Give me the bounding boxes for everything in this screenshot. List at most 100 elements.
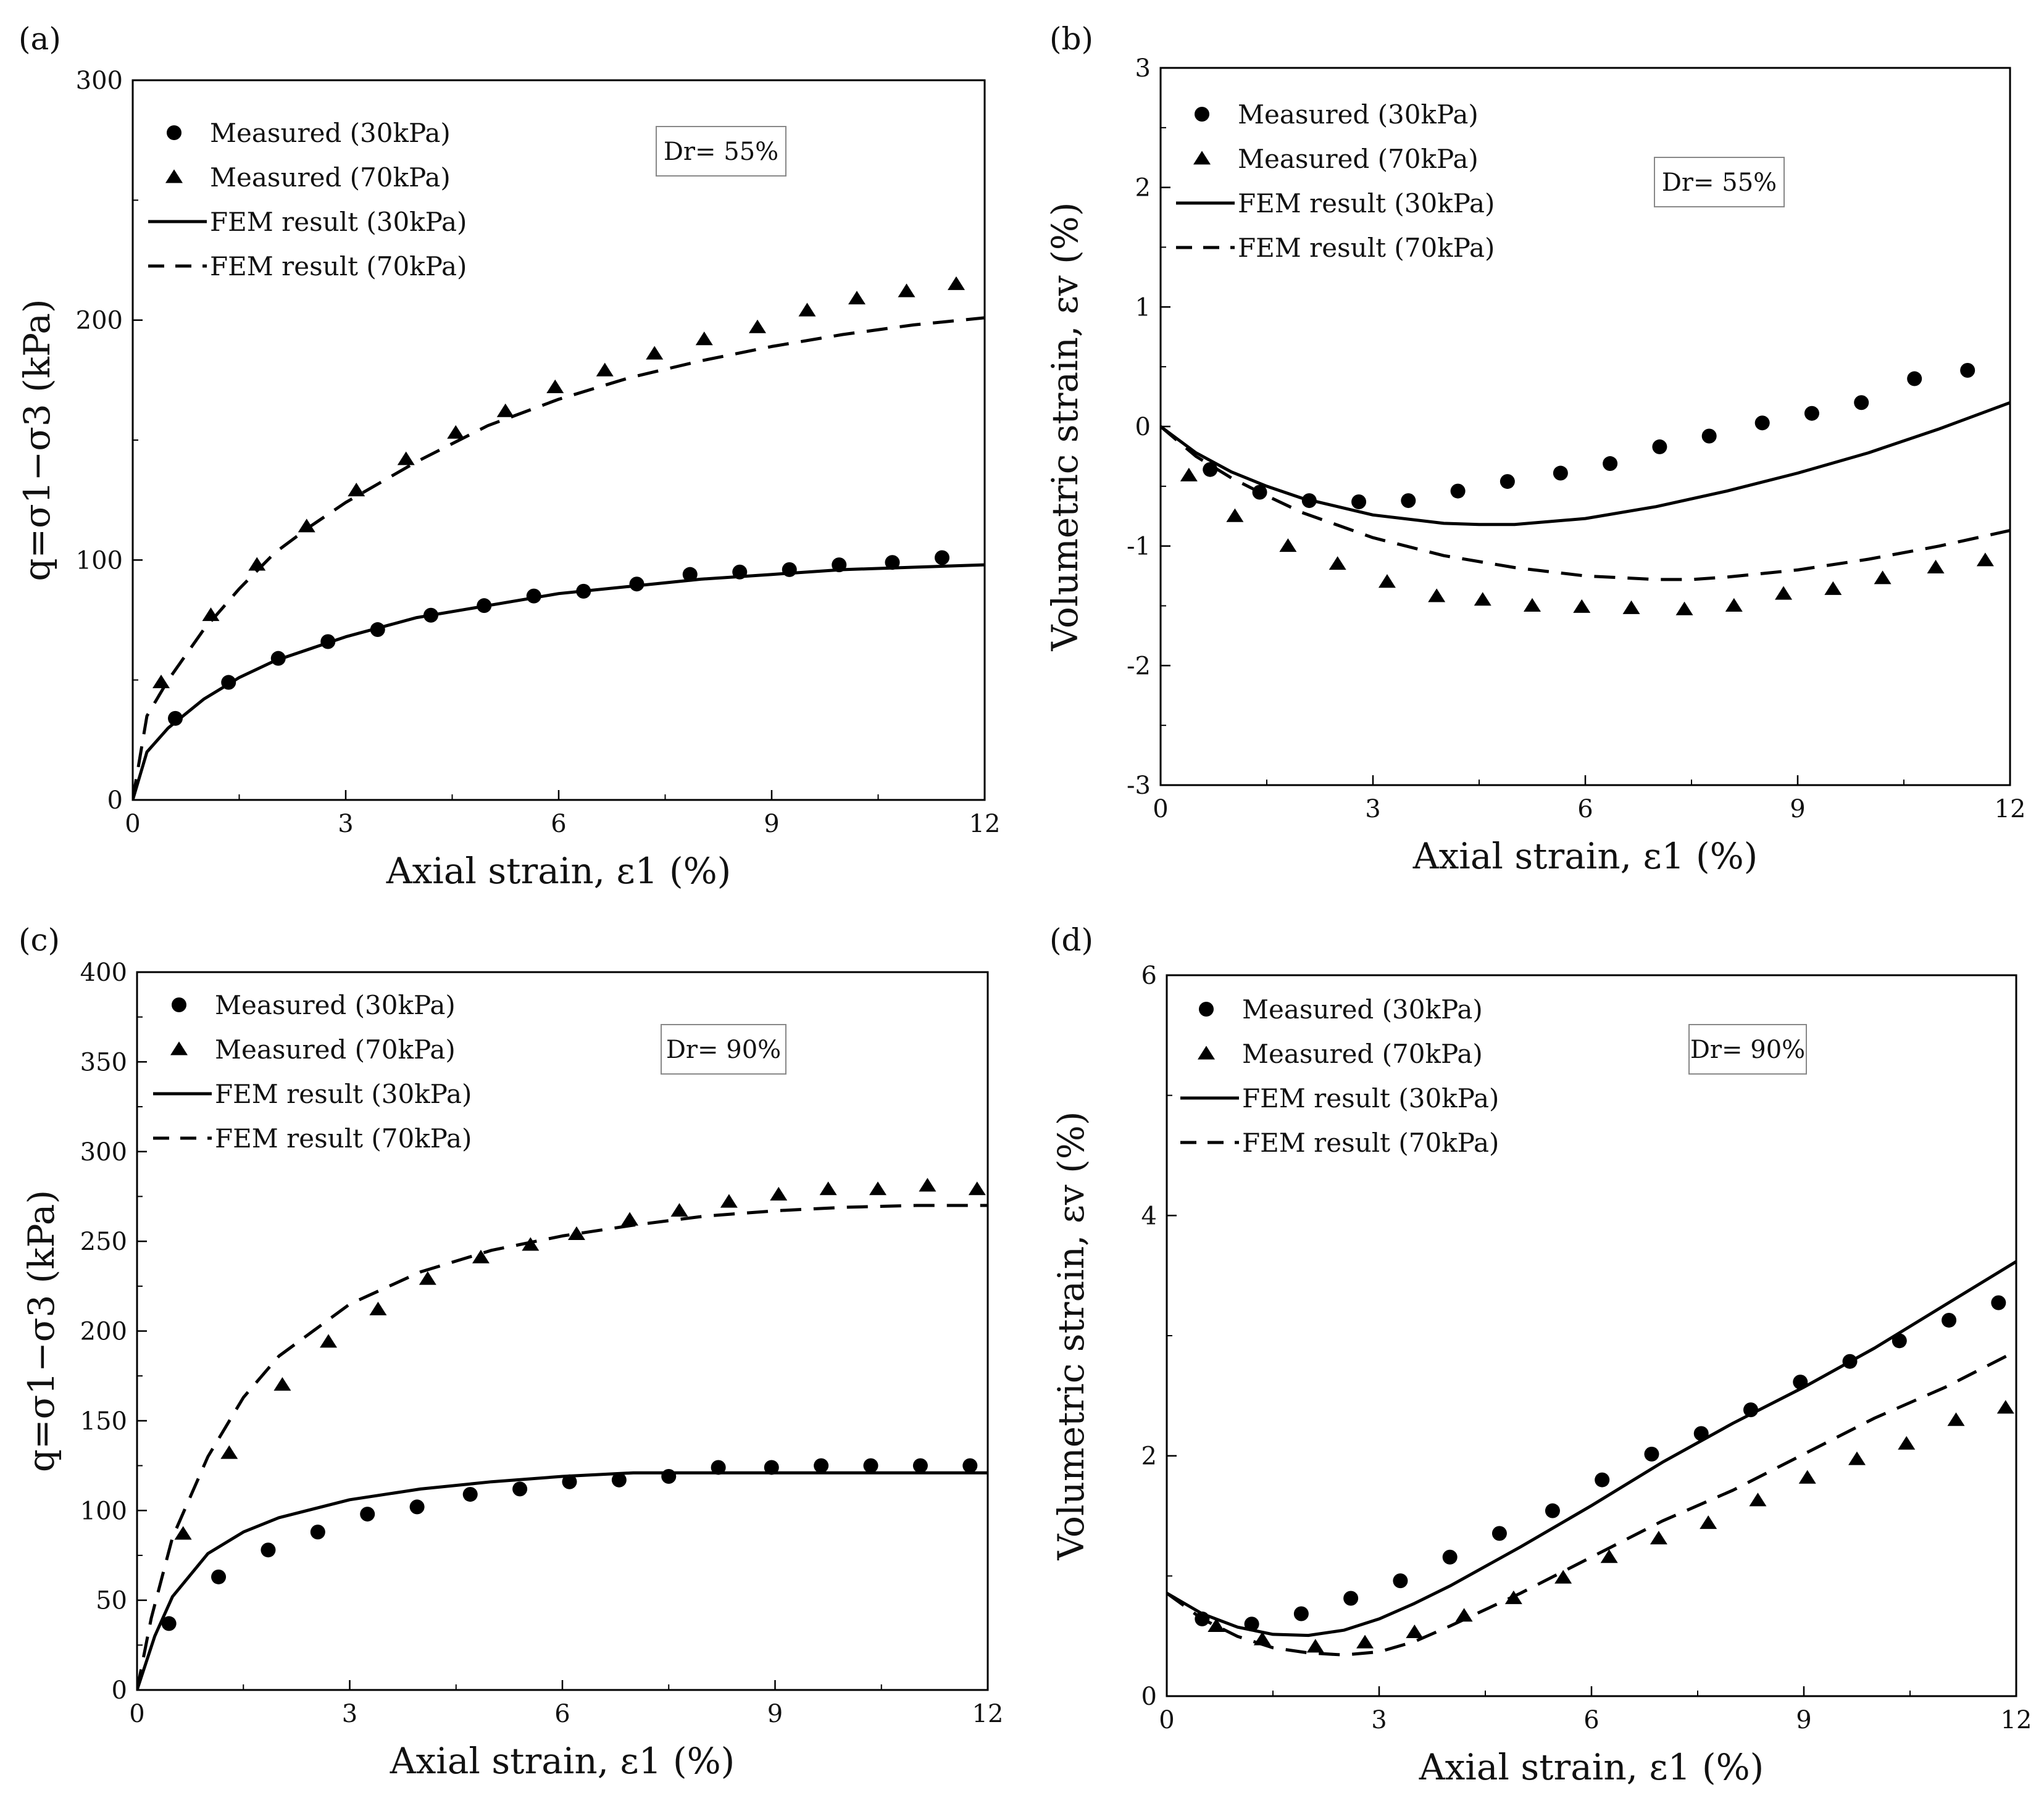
data-point-triangle — [1622, 600, 1640, 614]
data-point-triangle — [1725, 597, 1743, 612]
y-tick-label: 4 — [1141, 1202, 1157, 1230]
legend: Measured (30kPa) Measured (70kPa) FEM resu… — [148, 118, 467, 281]
legend-marker-triangle — [165, 169, 183, 183]
data-point-circle — [661, 1469, 677, 1484]
y-tick-label: 6 — [1141, 962, 1157, 990]
x-tick-label: 9 — [1790, 795, 1805, 823]
x-tick-label: 12 — [969, 810, 1001, 838]
data-point-triangle — [1898, 1436, 1916, 1450]
data-point-triangle — [720, 1194, 738, 1208]
series-markers-measured-30kpa — [1203, 362, 1975, 510]
y-tick-label: 350 — [80, 1048, 127, 1076]
data-point-triangle — [320, 1334, 338, 1348]
data-point-circle — [1754, 415, 1770, 431]
data-point-triangle — [273, 1377, 291, 1391]
data-point-triangle — [1474, 592, 1491, 606]
y-tick-label: 50 — [96, 1587, 127, 1615]
series-markers-measured-70kpa — [174, 1178, 986, 1540]
y-tick-label: 200 — [76, 307, 123, 335]
data-point-circle — [462, 1487, 478, 1502]
panel-d: (d) 0 3 6 9 12 0 2 4 6 Axial strain, ε1 (%) Volumet… — [1049, 922, 2032, 1788]
panel-label: (b) — [1049, 21, 1093, 57]
data-point-circle — [1892, 1333, 1907, 1349]
data-point-triangle — [1848, 1451, 1866, 1465]
x-tick-label: 12 — [1995, 795, 2026, 823]
x-axis-title: Axial strain, ε1 (%) — [390, 1740, 735, 1782]
data-point-triangle — [174, 1526, 192, 1540]
data-point-circle — [1804, 406, 1819, 421]
panel-label: (c) — [19, 922, 60, 958]
data-point-circle — [1652, 439, 1667, 454]
data-point-triangle — [1600, 1549, 1618, 1563]
data-point-triangle — [798, 302, 816, 317]
data-point-circle — [1907, 371, 1922, 386]
x-tick-label: 9 — [764, 810, 779, 838]
data-point-circle — [168, 710, 183, 726]
data-point-circle — [1343, 1591, 1359, 1606]
legend-entry-label: Measured (70kPa) — [210, 162, 451, 193]
y-tick-label: 150 — [80, 1407, 127, 1436]
y-tick-label: 100 — [80, 1497, 127, 1525]
data-point-circle — [1450, 483, 1466, 499]
dr-annotation-text: Dr= 55% — [664, 138, 778, 166]
x-tick-label: 0 — [129, 1700, 144, 1728]
data-point-circle — [1960, 362, 1975, 378]
data-point-circle — [629, 576, 644, 592]
data-point-triangle — [1378, 574, 1396, 588]
legend-entry-label: FEM result (70kPa) — [1242, 1128, 1499, 1158]
data-point-triangle — [1524, 597, 1541, 612]
panel-label: (a) — [19, 21, 61, 57]
data-point-triangle — [447, 425, 465, 439]
data-point-triangle — [1226, 508, 1244, 522]
legend-entry-label: Measured (70kPa) — [215, 1034, 456, 1065]
data-point-triangle — [1554, 1570, 1572, 1584]
legend-entry-label: FEM result (30kPa) — [215, 1079, 472, 1109]
plot-frame — [131, 79, 986, 801]
y-axis-title: q=σ1−σ3 (kPa) — [16, 299, 58, 581]
dr-annotation-box — [1688, 1024, 1807, 1075]
data-point-triangle — [546, 379, 564, 393]
y-tick-label: 0 — [1135, 413, 1151, 441]
panel-label: (d) — [1049, 922, 1093, 958]
legend-marker-triangle — [170, 1041, 188, 1055]
x-tick-label: 6 — [554, 1700, 570, 1728]
data-point-triangle — [670, 1203, 688, 1217]
data-point-circle — [211, 1569, 227, 1584]
legend-marker-triangle — [1198, 1046, 1215, 1060]
legend-marker-triangle — [1193, 151, 1211, 165]
data-point-triangle — [1356, 1634, 1374, 1649]
data-point-circle — [814, 1458, 829, 1473]
data-point-triangle — [1180, 467, 1198, 481]
y-tick-label: 200 — [80, 1318, 127, 1346]
x-tick-label: 6 — [1583, 1706, 1599, 1734]
data-point-triangle — [1927, 559, 1945, 573]
series-line-fem-70kpa — [137, 1204, 988, 1690]
data-point-triangle — [919, 1178, 936, 1192]
series-line-fem-30kpa — [1161, 401, 2010, 526]
data-point-circle — [1644, 1446, 1659, 1462]
data-point-triangle — [968, 1181, 986, 1196]
y-tick-label: 0 — [112, 1676, 127, 1705]
data-point-triangle — [1775, 586, 1793, 600]
data-point-circle — [1942, 1312, 1957, 1328]
data-point-circle — [1442, 1549, 1458, 1565]
series-line-fem-30kpa — [1167, 1260, 2016, 1637]
y-axis-title: q=σ1−σ3 (kPa) — [20, 1190, 62, 1472]
data-point-triangle — [948, 276, 965, 290]
dr-annotation-box — [1654, 157, 1785, 207]
x-tick-label: 0 — [1153, 795, 1168, 823]
x-axis-title: Axial strain, ε1 (%) — [386, 850, 732, 892]
data-point-triangle — [898, 283, 916, 298]
data-point-triangle — [770, 1186, 788, 1201]
data-point-triangle — [220, 1445, 238, 1459]
y-tick-label: 1 — [1135, 293, 1151, 322]
data-point-circle — [912, 1458, 928, 1473]
panel-a: (a) 0 3 6 9 12 0 100 200 300 Axial strain, ε1 (%) q… — [16, 21, 1000, 892]
dr-annotation-box — [661, 1024, 786, 1075]
data-point-triangle — [749, 319, 766, 333]
series-line-fem-70kpa — [133, 316, 985, 800]
series-line-fem-30kpa — [137, 1471, 988, 1690]
series-markers-measured-30kpa — [1195, 1295, 2006, 1632]
legend: Measured (30kPa) Measured (70kPa) FEM resu… — [1180, 994, 1499, 1158]
y-axis-title: Volumetric strain, εv (%) — [1050, 1112, 1092, 1561]
